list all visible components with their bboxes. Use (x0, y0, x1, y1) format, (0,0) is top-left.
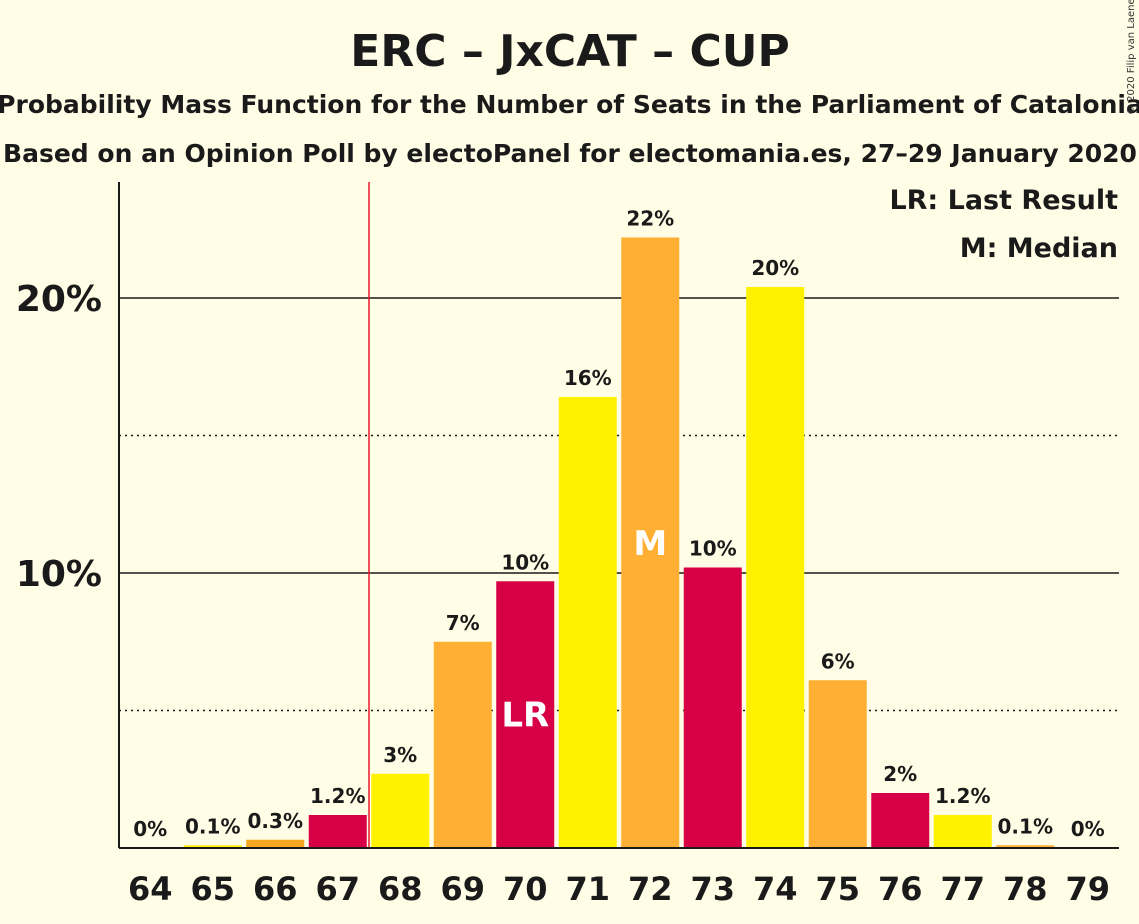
bar-67 (308, 815, 367, 848)
legend-last-result: LR: Last Result (889, 185, 1118, 216)
bar-66 (246, 839, 305, 848)
bar-76 (871, 793, 930, 848)
data-label-64: 0% (133, 817, 167, 841)
copyright-note: © 2020 Filip van Laenen (1126, 0, 1137, 115)
bar-70 (496, 581, 555, 848)
bars (183, 237, 1055, 848)
x-tick-label-73: 73 (690, 870, 735, 908)
bar-78 (996, 845, 1055, 848)
x-tick-label-71: 71 (565, 870, 610, 908)
data-label-68: 3% (383, 743, 417, 767)
data-label-75: 6% (821, 649, 855, 673)
median-marker: M (633, 524, 667, 564)
x-tick-label-68: 68 (378, 870, 423, 908)
bar-77 (933, 815, 992, 848)
x-tick-labels: 64 65 66 67 68 69 70 71 72 73 74 75 76 77 78 79 (128, 870, 1110, 908)
data-label-67: 1.2% (310, 784, 365, 808)
x-tick-label-75: 75 (815, 870, 860, 908)
data-label-79: 0% (1071, 817, 1105, 841)
x-tick-label-79: 79 (1065, 870, 1110, 908)
bar-65 (183, 845, 242, 848)
x-tick-label-66: 66 (253, 870, 298, 908)
chart-subtitle-2: Based on an Opinion Poll by electoPanel … (3, 139, 1137, 168)
data-label-70: 10% (501, 550, 549, 574)
data-label-66: 0.3% (248, 809, 303, 833)
data-label-76: 2% (883, 762, 917, 786)
bar-73 (683, 567, 742, 848)
x-tick-label-70: 70 (503, 870, 548, 908)
x-tick-label-69: 69 (440, 870, 485, 908)
x-tick-label-72: 72 (628, 870, 673, 908)
data-label-71: 16% (564, 366, 612, 390)
data-label-78: 0.1% (998, 814, 1053, 838)
data-labels: 0% 0.1% 0.3% 1.2% 3% 7% 10% 16% 22% 10% 20% 6% 2% 1.2… (133, 207, 1104, 842)
chart-title: ERC – JxCAT – CUP (350, 26, 789, 77)
y-tick-labels: 10% 20% (16, 279, 102, 595)
last-result-marker: LR (501, 696, 549, 736)
y-tick-label-1: 20% (16, 279, 102, 320)
bar-72 (621, 237, 680, 848)
bar-71 (558, 397, 617, 848)
x-tick-label-78: 78 (1003, 870, 1048, 908)
data-label-65: 0.1% (185, 814, 240, 838)
x-tick-label-76: 76 (878, 870, 923, 908)
legend-median: M: Median (960, 233, 1118, 264)
x-tick-label-64: 64 (128, 870, 173, 908)
bar-69 (433, 641, 492, 848)
chart-subtitle-1: Probability Mass Function for the Number… (0, 90, 1139, 119)
bar-75 (808, 680, 867, 848)
data-label-74: 20% (751, 256, 799, 280)
x-tick-label-74: 74 (753, 870, 798, 908)
y-tick-label-0: 10% (16, 554, 102, 595)
x-tick-label-67: 67 (315, 870, 360, 908)
data-label-77: 1.2% (935, 784, 990, 808)
data-label-72: 22% (626, 207, 674, 231)
x-tick-label-77: 77 (940, 870, 985, 908)
bar-68 (371, 773, 430, 848)
x-tick-label-65: 65 (190, 870, 235, 908)
data-label-73: 10% (689, 537, 737, 561)
gridlines (119, 297, 1119, 712)
data-label-69: 7% (446, 611, 480, 635)
bar-74 (746, 287, 805, 848)
